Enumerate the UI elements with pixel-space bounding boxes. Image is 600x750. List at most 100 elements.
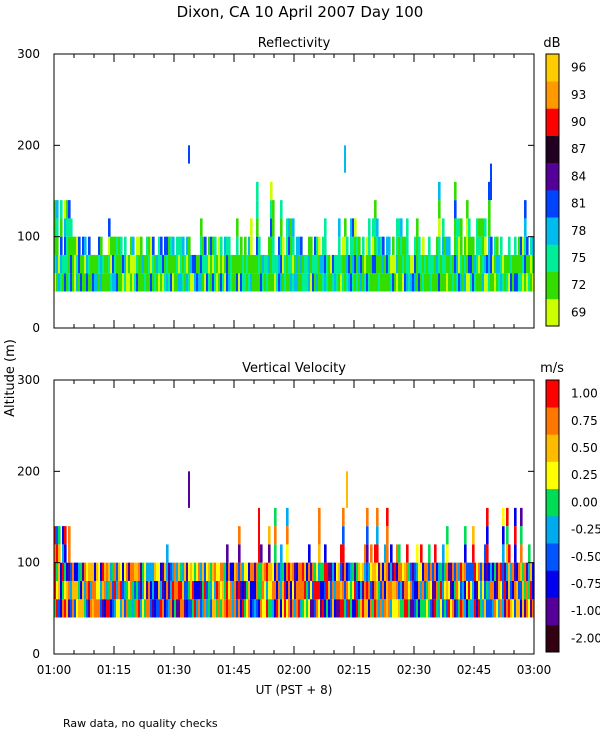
data-cell: [464, 254, 467, 274]
data-cell: [144, 580, 147, 600]
data-cell: [182, 254, 185, 274]
data-cell: [314, 254, 317, 274]
data-cell: [114, 562, 117, 581]
data-cell: [248, 254, 251, 274]
data-cell: [378, 273, 381, 292]
data-cell: [328, 562, 331, 581]
data-cell: [258, 599, 261, 618]
data-cell: [386, 236, 389, 255]
data-cell: [162, 273, 165, 292]
data-cell: [424, 580, 427, 600]
x-tick-label: 01:45: [217, 663, 252, 677]
data-cell: [322, 599, 325, 618]
data-cell: [252, 254, 255, 274]
data-cell: [408, 273, 411, 292]
data-cell: [212, 254, 215, 274]
data-cell: [330, 254, 333, 274]
data-cell: [290, 218, 293, 237]
data-cell: [152, 580, 155, 600]
data-cell: [530, 580, 533, 600]
colorbar-unit-vertical-velocity: m/s: [540, 361, 564, 376]
data-cell: [58, 544, 61, 563]
data-cell: [358, 236, 361, 255]
data-cell: [324, 218, 327, 237]
data-cell: [62, 254, 65, 274]
data-cell: [260, 254, 263, 274]
data-cell: [128, 273, 131, 292]
data-cell: [234, 254, 237, 274]
data-cell: [216, 254, 219, 274]
data-cell: [364, 544, 367, 563]
data-cell: [452, 273, 455, 292]
data-cell: [402, 236, 405, 255]
data-cell: [274, 526, 277, 545]
data-cell: [508, 580, 511, 600]
data-cell: [58, 580, 61, 600]
data-cell: [142, 599, 145, 618]
data-cell: [110, 562, 113, 581]
data-cell: [372, 562, 375, 581]
data-cell: [412, 562, 415, 581]
data-cell: [472, 526, 475, 545]
data-cell: [164, 599, 167, 618]
data-cell: [98, 254, 101, 274]
data-cell: [398, 544, 401, 563]
data-cell: [458, 562, 461, 581]
data-cell: [158, 562, 161, 581]
data-cell: [176, 254, 179, 274]
data-cell: [226, 562, 229, 581]
data-cell: [422, 254, 425, 274]
data-cell: [446, 544, 449, 563]
data-cell: [472, 562, 475, 581]
data-cell: [100, 254, 103, 274]
data-cell: [300, 273, 303, 292]
data-cell: [338, 236, 341, 255]
data-cell: [454, 580, 457, 600]
data-cell: [384, 580, 387, 600]
data-cell: [174, 254, 177, 274]
data-cell: [202, 562, 205, 581]
data-cell: [350, 273, 353, 292]
data-cell: [434, 273, 437, 292]
data-cell: [68, 526, 71, 545]
data-cell: [400, 254, 403, 274]
data-cell: [520, 254, 523, 274]
data-cell: [78, 273, 81, 292]
data-cell: [510, 273, 513, 292]
data-cell: [204, 273, 207, 292]
data-cell: [406, 254, 409, 274]
data-cell: [188, 236, 191, 255]
data-cell: [310, 599, 313, 618]
data-cell: [502, 273, 505, 292]
data-cell: [184, 254, 187, 274]
data-cell: [458, 254, 461, 274]
data-cell: [324, 599, 327, 618]
data-cell: [216, 562, 219, 581]
data-cell: [296, 273, 299, 292]
data-cell: [232, 273, 235, 292]
data-cell: [342, 580, 345, 600]
data-cell: [316, 254, 319, 274]
data-cell: [166, 580, 169, 600]
data-cell: [238, 273, 241, 292]
data-cell: [422, 580, 425, 600]
data-cell: [454, 254, 457, 274]
data-cell: [316, 580, 319, 600]
data-cell: [418, 562, 421, 581]
data-cell: [398, 273, 401, 292]
data-cell: [56, 236, 59, 255]
data-cell: [192, 599, 195, 618]
data-cell: [86, 254, 89, 274]
data-cell: [376, 273, 379, 292]
data-cell: [160, 254, 163, 274]
data-cell: [420, 254, 423, 274]
y-tick-label: 0: [32, 647, 40, 661]
data-cell: [60, 273, 63, 292]
data-cell: [342, 544, 345, 563]
data-cell: [242, 562, 245, 581]
data-cell: [182, 562, 185, 581]
colorbar-label-vertical-velocity: -0.50: [571, 550, 600, 564]
data-cell: [334, 599, 337, 618]
data-cell: [460, 273, 463, 292]
data-cell: [498, 273, 501, 292]
